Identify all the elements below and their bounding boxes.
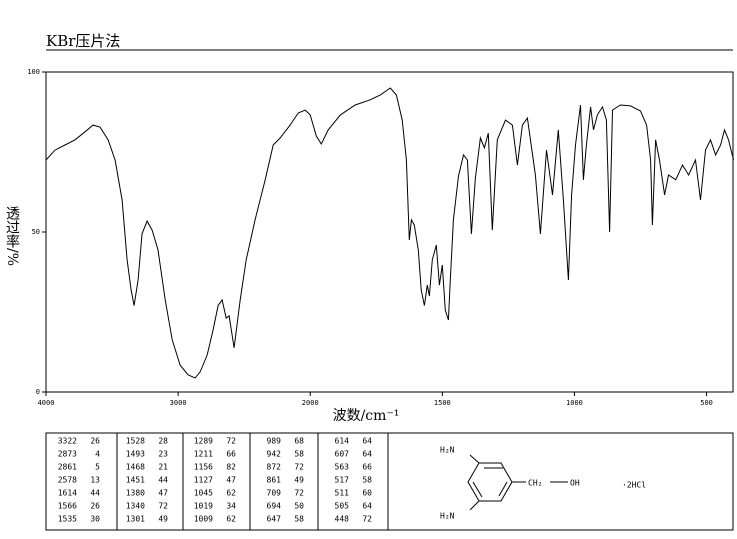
peak-wavenumber: 694 — [267, 502, 282, 511]
peak-transmittance: 60 — [362, 489, 372, 498]
peak-transmittance: 4 — [95, 450, 100, 459]
peak-transmittance: 64 — [362, 502, 372, 511]
peak-transmittance: 58 — [362, 476, 372, 485]
peak-transmittance: 26 — [90, 502, 100, 511]
structure-label: CH₂ — [528, 479, 542, 488]
peak-wavenumber: 614 — [335, 437, 350, 446]
peak-transmittance: 58 — [294, 450, 304, 459]
table-frame — [45, 432, 734, 531]
peak-wavenumber: 2873 — [58, 450, 77, 459]
peak-transmittance: 72 — [158, 502, 168, 511]
peak-transmittance: 44 — [158, 476, 168, 485]
peak-wavenumber: 861 — [267, 476, 282, 485]
peak-wavenumber: 1301 — [126, 515, 145, 524]
peak-wavenumber: 517 — [335, 476, 350, 485]
peak-transmittance: 47 — [226, 476, 236, 485]
peak-transmittance: 72 — [362, 515, 372, 524]
peak-wavenumber: 1380 — [126, 489, 145, 498]
structure — [467, 454, 568, 511]
peak-transmittance: 26 — [90, 437, 100, 446]
peak-wavenumber: 1289 — [194, 437, 213, 446]
peak-wavenumber: 505 — [335, 502, 350, 511]
x-tick-label: 1500 — [434, 399, 451, 407]
peak-wavenumber: 2861 — [58, 463, 77, 472]
peak-transmittance: 72 — [226, 437, 236, 446]
peak-wavenumber: 607 — [335, 450, 350, 459]
x-tick-label: 1000 — [566, 399, 583, 407]
peak-wavenumber: 1211 — [194, 450, 213, 459]
peak-transmittance: 34 — [226, 502, 236, 511]
peak-transmittance: 58 — [294, 515, 304, 524]
peak-wavenumber: 942 — [267, 450, 282, 459]
peak-transmittance: 50 — [294, 502, 304, 511]
peak-wavenumber: 3322 — [58, 437, 77, 446]
peak-transmittance: 28 — [158, 437, 168, 446]
peak-wavenumber: 709 — [267, 489, 282, 498]
peak-wavenumber: 1528 — [126, 437, 145, 446]
peak-transmittance: 13 — [90, 476, 100, 485]
peak-wavenumber: 448 — [335, 515, 350, 524]
peak-transmittance: 23 — [158, 450, 168, 459]
peak-transmittance: 49 — [294, 476, 304, 485]
peak-wavenumber: 989 — [267, 437, 282, 446]
structure-label: H₂N — [440, 512, 455, 521]
peak-wavenumber: 1340 — [126, 502, 145, 511]
y-tick-label: 50 — [32, 228, 40, 236]
peak-wavenumber: 1468 — [126, 463, 145, 472]
x-tick-label: 4000 — [38, 399, 55, 407]
peak-wavenumber: 1535 — [58, 515, 77, 524]
peak-wavenumber: 1045 — [194, 489, 213, 498]
structure-label: ·2HCl — [622, 481, 646, 490]
peak-transmittance: 62 — [226, 489, 236, 498]
peak-transmittance: 66 — [226, 450, 236, 459]
chart-title: KBr压片法 — [46, 32, 120, 50]
peak-transmittance: 49 — [158, 515, 168, 524]
y-tick-label: 100 — [27, 68, 40, 76]
structure-label: H₂N — [440, 446, 455, 455]
x-axis-label: 波数/cm⁻¹ — [333, 408, 400, 424]
peak-wavenumber: 1451 — [126, 476, 145, 485]
peak-transmittance: 5 — [95, 463, 100, 472]
peak-transmittance: 21 — [158, 463, 168, 472]
peak-wavenumber: 1614 — [58, 489, 77, 498]
peak-transmittance: 44 — [90, 489, 100, 498]
peak-wavenumber: 1127 — [194, 476, 213, 485]
peak-transmittance: 72 — [294, 489, 304, 498]
peak-wavenumber: 511 — [335, 489, 350, 498]
peak-transmittance: 68 — [294, 437, 304, 446]
x-tick-label: 3000 — [170, 399, 187, 407]
peak-transmittance: 64 — [362, 450, 372, 459]
peak-wavenumber: 2578 — [58, 476, 77, 485]
peak-transmittance: 47 — [158, 489, 168, 498]
x-tick-label: 2000 — [302, 399, 319, 407]
plot-frame — [45, 71, 734, 393]
peak-wavenumber: 872 — [267, 463, 282, 472]
peak-wavenumber: 1009 — [194, 515, 213, 524]
y-axis-label: 透过率/% — [4, 206, 20, 266]
peak-transmittance: 66 — [362, 463, 372, 472]
peak-transmittance: 72 — [294, 463, 304, 472]
peak-wavenumber: 1493 — [126, 450, 145, 459]
peak-transmittance: 64 — [362, 437, 372, 446]
y-tick-label: 0 — [36, 388, 40, 396]
peak-transmittance: 30 — [90, 515, 100, 524]
spectrum-line — [45, 87, 734, 379]
structure-label: OH — [570, 479, 580, 488]
peak-wavenumber: 647 — [267, 515, 282, 524]
peak-wavenumber: 1156 — [194, 463, 213, 472]
peak-transmittance: 82 — [226, 463, 236, 472]
peak-wavenumber: 1019 — [194, 502, 213, 511]
peak-wavenumber: 563 — [335, 463, 350, 472]
peak-wavenumber: 1566 — [58, 502, 77, 511]
x-tick-label: 500 — [700, 399, 713, 407]
peak-transmittance: 62 — [226, 515, 236, 524]
